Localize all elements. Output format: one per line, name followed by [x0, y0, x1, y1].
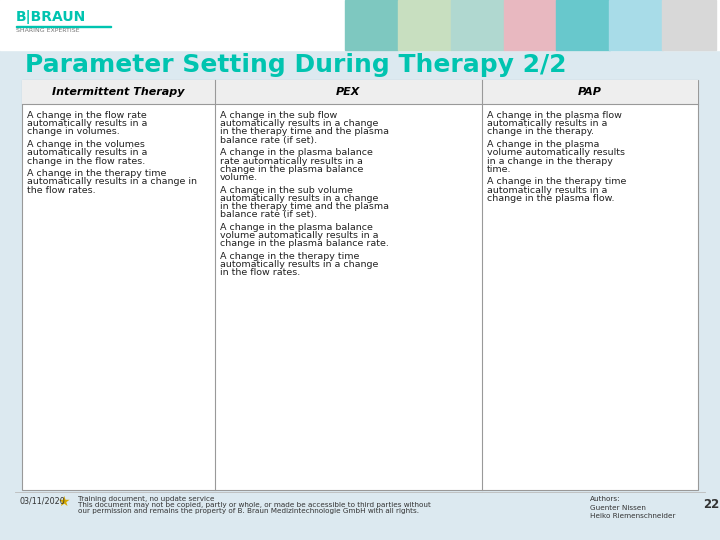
Bar — [16, 26, 111, 27]
Text: change in volumes.: change in volumes. — [27, 127, 120, 137]
Text: in the flow rates.: in the flow rates. — [220, 268, 300, 278]
Text: in a change in the therapy: in a change in the therapy — [487, 157, 613, 165]
Bar — [345, 0, 398, 50]
Text: PEX: PEX — [336, 87, 360, 97]
Text: balance rate (if set).: balance rate (if set). — [220, 136, 317, 145]
Text: change in the therapy.: change in the therapy. — [487, 127, 594, 137]
Text: Training document, no update service: Training document, no update service — [78, 496, 215, 502]
Text: Authors:
Guenter Nissen
Heiko Riemenschneider: Authors: Guenter Nissen Heiko Riemenschn… — [590, 496, 675, 519]
Bar — [557, 0, 610, 50]
Bar — [503, 0, 557, 50]
Text: volume.: volume. — [220, 173, 258, 182]
Text: A change in the sub volume: A change in the sub volume — [220, 186, 353, 194]
Text: automatically results in a change: automatically results in a change — [220, 119, 378, 128]
Text: change in the plasma flow.: change in the plasma flow. — [487, 194, 614, 203]
Text: A change in the plasma balance: A change in the plasma balance — [220, 223, 372, 232]
Text: balance rate (if set).: balance rate (if set). — [220, 210, 317, 219]
Text: volume automatically results in a: volume automatically results in a — [220, 231, 378, 240]
Text: automatically results in a change in: automatically results in a change in — [27, 178, 197, 186]
Text: A change in the plasma balance: A change in the plasma balance — [220, 148, 372, 157]
Text: automatically results in a: automatically results in a — [487, 186, 607, 194]
Bar — [662, 0, 716, 50]
Text: A change in the therapy time: A change in the therapy time — [27, 169, 166, 178]
Text: automatically results in a change: automatically results in a change — [220, 194, 378, 203]
Text: A change in the flow rate: A change in the flow rate — [27, 111, 147, 120]
Bar — [22, 80, 698, 490]
Text: B|BRAUN: B|BRAUN — [16, 10, 86, 24]
Bar — [451, 0, 504, 50]
Text: SHARING EXPERTISE: SHARING EXPERTISE — [16, 29, 79, 33]
Text: our permission and remains the property of B. Braun Medizintechnologie GmbH with: our permission and remains the property … — [78, 508, 419, 514]
Text: automatically results in a: automatically results in a — [27, 119, 148, 128]
Text: This document may not be copied, partly or whole, or made be accessible to third: This document may not be copied, partly … — [78, 502, 431, 508]
Text: ★: ★ — [57, 495, 69, 509]
Text: A change in the sub flow: A change in the sub flow — [220, 111, 337, 120]
Text: change in the plasma balance: change in the plasma balance — [220, 165, 363, 174]
Text: 03/11/2020: 03/11/2020 — [20, 496, 66, 505]
Text: rate automatically results in a: rate automatically results in a — [220, 157, 363, 165]
Text: Intermittent Therapy: Intermittent Therapy — [52, 87, 184, 97]
Bar — [609, 0, 662, 50]
Bar — [0, 0, 720, 50]
Bar — [398, 0, 451, 50]
Text: 22: 22 — [703, 498, 719, 511]
Text: in the therapy time and the plasma: in the therapy time and the plasma — [220, 202, 389, 211]
Text: time.: time. — [487, 165, 511, 174]
Text: in the therapy time and the plasma: in the therapy time and the plasma — [220, 127, 389, 137]
Text: change in the plasma balance rate.: change in the plasma balance rate. — [220, 239, 389, 248]
Text: A change in the plasma: A change in the plasma — [487, 140, 599, 149]
Text: automatically results in a: automatically results in a — [27, 148, 148, 157]
Text: the flow rates.: the flow rates. — [27, 186, 96, 194]
Text: A change in the volumes: A change in the volumes — [27, 140, 145, 149]
Text: Parameter Setting During Therapy 2/2: Parameter Setting During Therapy 2/2 — [25, 53, 567, 77]
Text: change in the flow rates.: change in the flow rates. — [27, 157, 145, 165]
Text: A change in the therapy time: A change in the therapy time — [220, 252, 359, 261]
Text: A change in the plasma flow: A change in the plasma flow — [487, 111, 621, 120]
Text: automatically results in a: automatically results in a — [487, 119, 607, 128]
Text: PAP: PAP — [578, 87, 602, 97]
Text: volume automatically results: volume automatically results — [487, 148, 625, 157]
Text: automatically results in a change: automatically results in a change — [220, 260, 378, 269]
Text: A change in the therapy time: A change in the therapy time — [487, 178, 626, 186]
Bar — [22, 80, 698, 104]
